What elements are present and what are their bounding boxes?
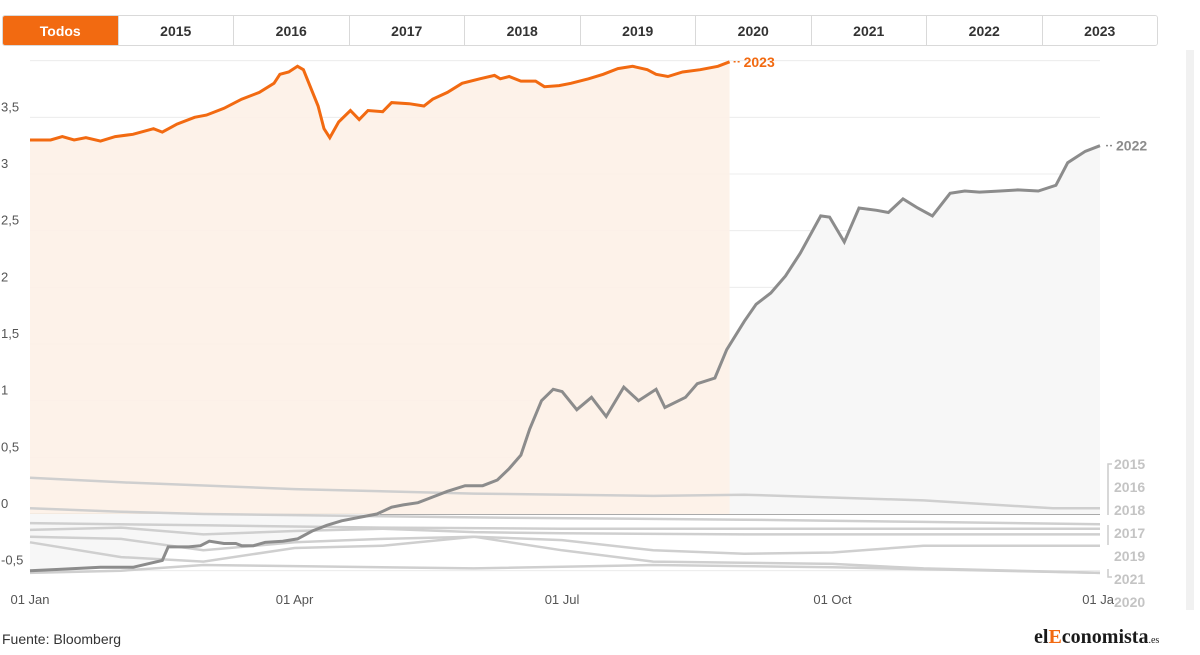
tab-2018[interactable]: 2018 [464, 16, 580, 45]
tab-2022[interactable]: 2022 [926, 16, 1042, 45]
label-bracket [1107, 463, 1112, 515]
year-tabs: Todos 2015 2016 2017 2018 2019 2020 2021 2022 202… [2, 15, 1158, 46]
tab-2020[interactable]: 2020 [695, 16, 811, 45]
eleconomista-logo[interactable]: elEconomista.es [1034, 626, 1159, 649]
y-tick-label: -0,5 [1, 553, 23, 568]
end-label-2022: 2022 [1116, 138, 1147, 154]
logo-prefix: el [1034, 626, 1049, 648]
label-bracket [1107, 569, 1112, 578]
logo-suffix: .es [1148, 635, 1160, 646]
series-line-2020[interactable] [29, 535, 1101, 575]
end-label-2020: 2020 [1114, 594, 1145, 610]
end-label-2021: 2021 [1114, 571, 1145, 587]
y-tick-label: 1 [1, 383, 8, 398]
end-label-2016: 2016 [1114, 479, 1145, 495]
y-tick-label: 0 [1, 496, 8, 511]
bond-yield-chart: -0,5 0 0,5 1 1,5 2 2,5 3 3,5 4 01 Jan 01 Apr 01 Jul 0… [1, 55, 1147, 610]
tab-2021[interactable]: 2021 [810, 16, 926, 45]
series-line-2016[interactable] [29, 507, 1101, 526]
area-2023 [30, 61, 730, 515]
y-tick-label: 1,5 [1, 326, 19, 341]
end-label-2015: 2015 [1114, 456, 1145, 472]
y-tick-label: 4 [1, 55, 8, 58]
x-tick-label: 01 Oct [813, 592, 852, 607]
tab-2019[interactable]: 2019 [579, 16, 695, 45]
y-tick-label: 3,5 [1, 99, 19, 114]
x-tick-label: 01 Apr [276, 592, 314, 607]
y-tick-label: 0,5 [1, 439, 19, 454]
x-tick-label: 01 Jul [545, 592, 580, 607]
tab-2017[interactable]: 2017 [348, 16, 464, 45]
tab-2016[interactable]: 2016 [233, 16, 349, 45]
x-tick-label: 01 Ja [1082, 592, 1115, 607]
area-2022 [30, 145, 1100, 571]
y-tick-label: 3 [1, 156, 8, 171]
series-line-2018[interactable] [29, 521, 1100, 530]
end-label-2017: 2017 [1114, 525, 1145, 541]
source-note: Fuente: Bloomberg [2, 631, 122, 647]
series-line-2015[interactable] [29, 476, 1100, 510]
end-label-2023: 2023 [744, 55, 775, 70]
series-line-2019[interactable] [29, 535, 1100, 555]
series-line-2021[interactable] [29, 563, 1101, 575]
scrollbar[interactable] [1186, 50, 1194, 610]
y-tick-label: 2,5 [1, 213, 19, 228]
y-tick-label: 2 [1, 269, 8, 284]
tab-todos[interactable]: Todos [3, 16, 118, 45]
series-line-2023[interactable] [30, 60, 731, 143]
series-line-2022[interactable] [29, 144, 1101, 573]
end-label-2019: 2019 [1114, 548, 1145, 564]
logo-word: conomista [1061, 626, 1149, 648]
series-line-2017[interactable] [29, 526, 1100, 536]
x-tick-label: 01 Jan [10, 592, 49, 607]
end-label-2018: 2018 [1114, 502, 1145, 518]
tab-2023[interactable]: 2023 [1041, 16, 1157, 45]
tab-2015[interactable]: 2015 [117, 16, 233, 45]
logo-accent: E [1048, 626, 1062, 648]
